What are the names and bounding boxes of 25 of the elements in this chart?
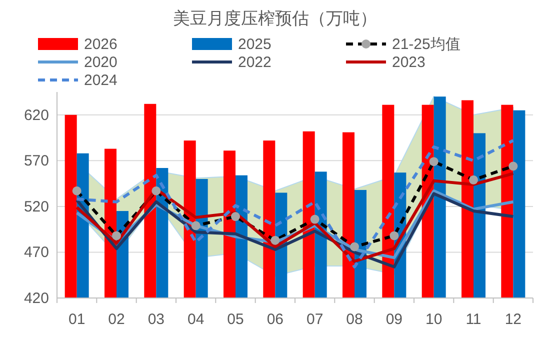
xtick: 01 bbox=[68, 311, 86, 328]
xtick: 10 bbox=[426, 311, 442, 328]
xtick: 07 bbox=[306, 311, 324, 328]
legend-label: 2023 bbox=[392, 54, 426, 71]
legend-label: 2025 bbox=[238, 36, 272, 53]
legend-label: 21-25均值 bbox=[392, 36, 460, 53]
legend-label: 2020 bbox=[84, 54, 118, 71]
ytick: 470 bbox=[24, 244, 49, 262]
xtick: 03 bbox=[148, 311, 164, 328]
ytick: 420 bbox=[24, 290, 49, 307]
xtick: 05 bbox=[227, 311, 244, 328]
xtick: 04 bbox=[188, 311, 204, 328]
ytick: 520 bbox=[24, 198, 49, 216]
xtick: 11 bbox=[466, 311, 482, 328]
legend-label: 2026 bbox=[84, 36, 118, 53]
xtick: 08 bbox=[346, 311, 363, 328]
xtick: 02 bbox=[108, 311, 125, 328]
xtick: 12 bbox=[504, 311, 522, 328]
legend-label: 2022 bbox=[238, 54, 272, 71]
ytick: 620 bbox=[24, 106, 49, 124]
xtick: 09 bbox=[386, 311, 402, 328]
ytick: 570 bbox=[24, 152, 49, 170]
legend-label: 2024 bbox=[84, 72, 118, 89]
title: 美豆月度压榨预估（万吨） bbox=[173, 9, 377, 28]
xtick: 06 bbox=[266, 311, 284, 328]
